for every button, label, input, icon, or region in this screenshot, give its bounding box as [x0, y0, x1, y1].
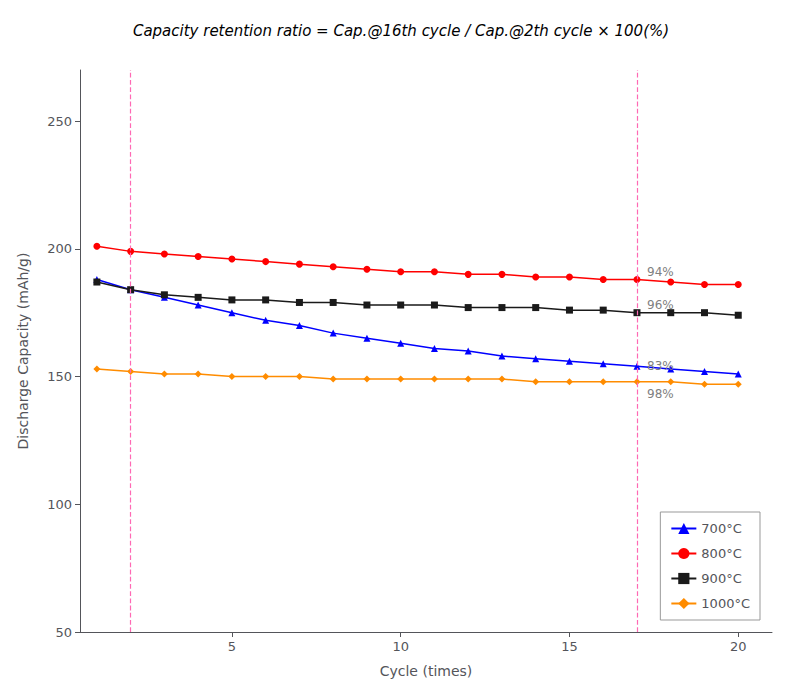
svg-text:83%: 83% [647, 359, 674, 373]
svg-text:150: 150 [47, 369, 72, 384]
svg-text:50: 50 [55, 625, 72, 640]
svg-text:Discharge Capacity (mAh/g): Discharge Capacity (mAh/g) [15, 253, 31, 450]
svg-text:700°C: 700°C [701, 521, 741, 536]
svg-text:98%: 98% [647, 387, 674, 401]
svg-text:10: 10 [392, 639, 409, 654]
svg-text:5: 5 [228, 639, 236, 654]
svg-text:900°C: 900°C [701, 571, 741, 586]
svg-text:15: 15 [561, 639, 578, 654]
svg-text:250: 250 [47, 114, 72, 129]
svg-text:200: 200 [47, 241, 72, 256]
svg-text:Cycle (times): Cycle (times) [380, 663, 473, 679]
svg-text:20: 20 [730, 639, 747, 654]
svg-text:100: 100 [47, 497, 72, 512]
svg-text:Capacity retention ratio = Cap: Capacity retention ratio = Cap.@16th cyc… [133, 22, 669, 40]
svg-text:96%: 96% [647, 298, 674, 312]
svg-text:1000°C: 1000°C [701, 596, 750, 611]
svg-text:94%: 94% [647, 265, 674, 279]
svg-text:800°C: 800°C [701, 546, 741, 561]
